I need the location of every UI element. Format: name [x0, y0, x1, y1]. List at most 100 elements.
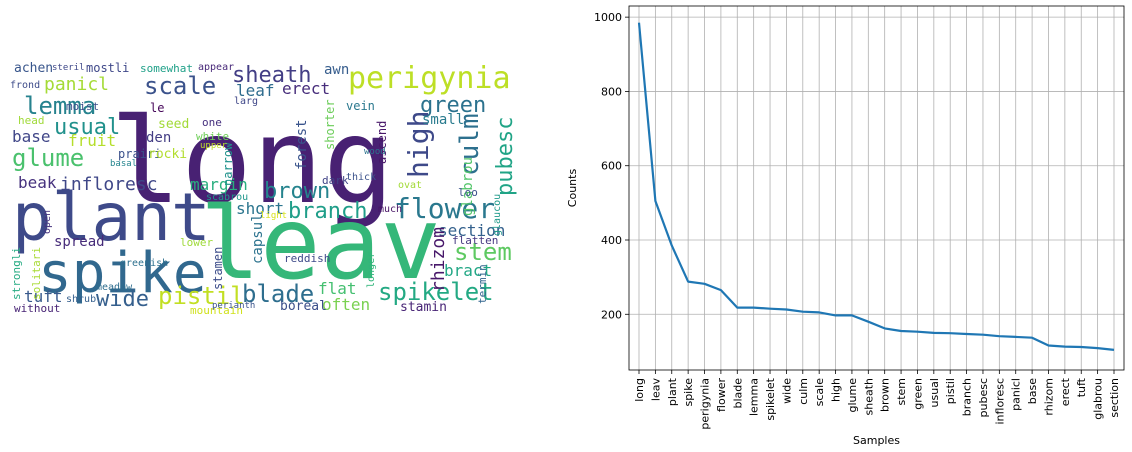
word-cloud-word: mountain — [190, 304, 243, 317]
word-cloud-word: pistil — [158, 282, 245, 310]
word-cloud-word: often — [322, 295, 370, 314]
word-cloud-word: greenish — [120, 258, 168, 269]
word-cloud-word: rocki — [148, 147, 187, 162]
word-cloud-word: stamin — [400, 300, 447, 315]
word-cloud-word: scabrou — [206, 192, 248, 203]
word-cloud-word: meadow — [96, 282, 133, 293]
word-cloud-word: head — [18, 114, 45, 127]
word-cloud-word: lower — [180, 236, 213, 249]
y-tick-label: 400 — [601, 234, 622, 247]
word-cloud-word: branch — [288, 199, 367, 224]
word-cloud-word: fruit — [68, 131, 116, 150]
word-cloud-word: ovat — [398, 180, 422, 191]
word-cloud-word: bract — [444, 261, 492, 280]
x-tick-label: spike — [682, 378, 695, 407]
word-cloud-word: pubesc — [493, 117, 518, 196]
x-tick-label: rhizom — [1042, 378, 1055, 416]
x-tick-label: pubesc — [977, 378, 990, 417]
word-cloud-word: perianth — [212, 301, 255, 311]
x-tick-label: green — [911, 378, 924, 410]
word-cloud-word: vein — [346, 99, 375, 113]
word-cloud-word: seed — [158, 117, 189, 132]
word-cloud-word: flower — [394, 192, 495, 225]
word-cloud-word: green — [420, 93, 486, 118]
word-cloud-word: erect — [282, 79, 330, 98]
word-cloud-word: beak — [18, 173, 57, 192]
word-cloud-word: mostli — [86, 61, 129, 75]
word-cloud-word: awn — [324, 62, 349, 78]
x-tick-label: long — [633, 378, 646, 402]
word-cloud-word: brown — [264, 179, 330, 204]
x-tick-label: glume — [846, 378, 859, 413]
word-cloud-word: perigynia — [348, 61, 511, 96]
x-tick-label: high — [830, 378, 843, 402]
word-cloud-word: sheath — [232, 63, 311, 88]
word-cloud-word: long — [110, 92, 394, 230]
x-tick-label: stem — [895, 378, 908, 406]
x-tick-label: perigynia — [699, 378, 712, 430]
word-cloud-word: rhizom — [428, 227, 449, 292]
word-cloud-word: panicl — [44, 74, 109, 95]
word-cloud-word: small — [422, 112, 464, 128]
word-cloud-word: reddish — [284, 252, 330, 265]
word-cloud-word: without — [14, 302, 60, 315]
x-tick-label: section — [1108, 378, 1121, 418]
word-cloud-word: somewhat — [140, 62, 193, 75]
word-cloud-word: appear — [198, 62, 234, 73]
x-tick-label: sheath — [862, 378, 875, 416]
word-cloud-word: shorter — [323, 99, 337, 150]
x-tick-label: plant — [666, 377, 679, 406]
word-cloud-word: solitari — [30, 247, 43, 300]
word-cloud-word: glaucou — [492, 194, 503, 236]
word-cloud-word: culm — [455, 113, 485, 176]
word-cloud-word: basal — [110, 159, 137, 169]
x-tick-label: pistil — [944, 378, 957, 404]
word-cloud-word: one — [202, 116, 222, 129]
word-cloud-word: shrub — [66, 294, 96, 305]
word-cloud-word: blade — [242, 280, 314, 308]
word-cloud-word: leaf — [236, 81, 275, 100]
word-cloud-word: glume — [12, 144, 84, 172]
y-tick-label: 1000 — [594, 11, 622, 24]
word-cloud-word: stem — [454, 238, 512, 266]
x-tick-label: brown — [879, 378, 892, 412]
word-cloud-word: upper — [200, 141, 228, 151]
word-cloud-word: ascend — [375, 121, 389, 164]
word-cloud-word: glabrou — [460, 157, 476, 216]
word-cloud-word: spike — [38, 241, 207, 306]
word-cloud-word: white — [196, 130, 229, 143]
x-tick-label: usual — [928, 378, 941, 407]
y-tick-label: 800 — [601, 85, 622, 98]
word-cloud-word: flatten — [452, 234, 498, 247]
word-cloud-word: capsul — [250, 213, 266, 264]
word-cloud-word: thick — [346, 172, 376, 183]
word-cloud-word: lemma — [24, 92, 96, 120]
word-cloud-word: infloresc — [60, 174, 158, 195]
word-cloud-word: open — [42, 210, 53, 234]
word-cloud-word: high — [402, 111, 435, 178]
word-cloud-word: usual — [54, 115, 120, 140]
x-tick-label: tuft — [1075, 377, 1088, 397]
word-cloud-word: section — [438, 221, 505, 240]
y-axis-label: Counts — [566, 169, 579, 208]
word-cloud-word: plant — [12, 179, 211, 256]
word-cloud-word: flat — [318, 279, 357, 298]
x-tick-label: blade — [731, 378, 744, 409]
word-cloud-word: achen — [14, 61, 53, 76]
x-tick-label: scale — [813, 378, 826, 407]
word-cloud-word: boreal — [280, 299, 327, 314]
word-cloud-word: short — [236, 199, 284, 218]
frequency-line-chart: 200 400 600 800 1000 long leav plant spike perigy… — [566, 5, 1125, 447]
word-cloud-word: slender — [518, 94, 520, 170]
word-cloud-word: den — [146, 130, 171, 146]
word-cloud-word: margin — [190, 175, 248, 194]
word-cloud-word: stamen — [211, 247, 225, 290]
word-cloud-word: spikelet — [378, 278, 494, 306]
word-cloud-word: base — [12, 127, 51, 146]
y-tick-label: 200 — [601, 308, 622, 321]
word-cloud-word: prairi — [118, 147, 161, 161]
plot-frame — [628, 5, 1125, 371]
word-cloud-word: longer — [366, 252, 377, 288]
word-cloud-word: leav — [200, 185, 441, 302]
x-tick-label: flower — [715, 378, 728, 412]
